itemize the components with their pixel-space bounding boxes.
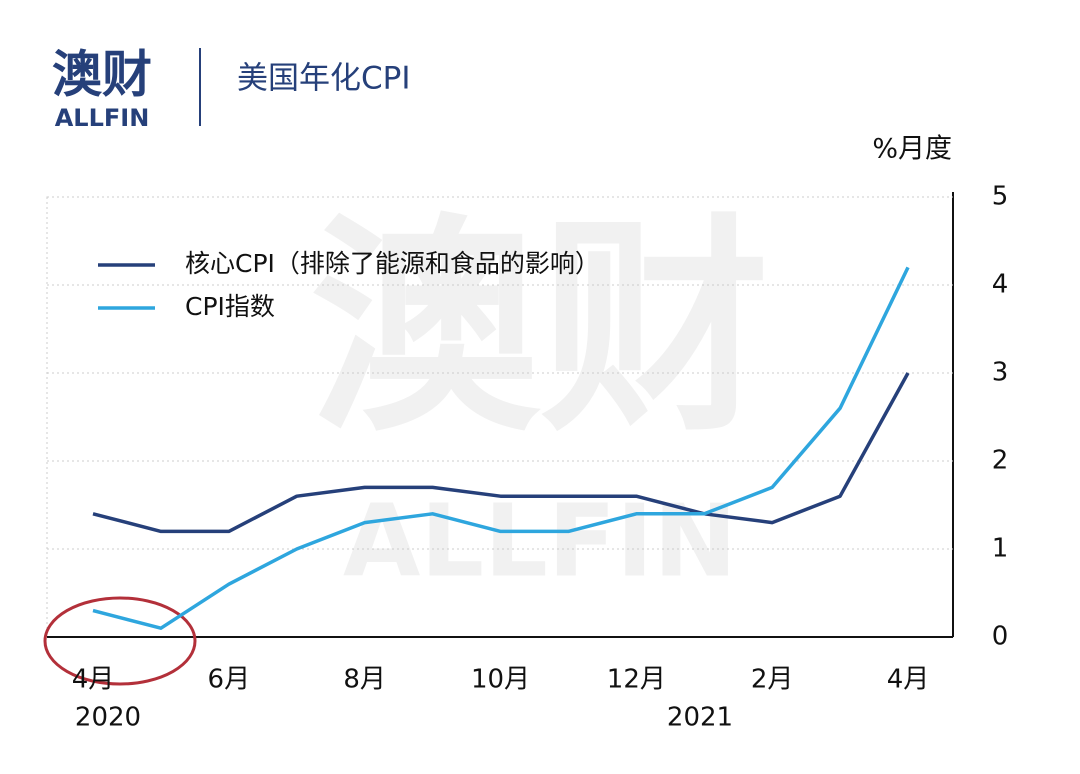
brand-latin: ALLFIN	[55, 104, 150, 132]
chart-title: 美国年化CPI	[237, 61, 410, 97]
series-line	[92, 372, 910, 534]
watermark-latin: ALLFIN	[343, 482, 737, 599]
x-tick-label: 8月	[343, 665, 386, 695]
y-tick-label: 0	[992, 622, 1009, 652]
x-tick-label: 4月	[72, 665, 115, 695]
y-tick-label: 5	[992, 182, 1009, 212]
series-line	[92, 266, 910, 630]
x-tick-label: 10月	[471, 665, 530, 695]
y-tick-label: 4	[992, 270, 1009, 300]
y-axis-label: %月度	[872, 134, 952, 165]
x-tick-label: 2月	[751, 665, 794, 695]
year-label: 2020	[75, 703, 141, 733]
highlight-ellipse	[43, 596, 197, 686]
x-tick-label: 4月	[887, 665, 930, 695]
watermark: 澳财	[310, 196, 770, 463]
legend-label: CPI指数	[185, 292, 275, 321]
x-tick-label: 12月	[607, 665, 666, 695]
legend-label: 核心CPI（排除了能源和食品的影响）	[185, 249, 600, 278]
y-tick-label: 3	[992, 358, 1009, 388]
y-tick-label: 1	[992, 534, 1009, 564]
brand-logo: 澳财	[52, 46, 152, 104]
x-tick-label: 6月	[208, 665, 251, 695]
y-tick-label: 2	[992, 446, 1009, 476]
year-label: 2021	[667, 703, 733, 733]
